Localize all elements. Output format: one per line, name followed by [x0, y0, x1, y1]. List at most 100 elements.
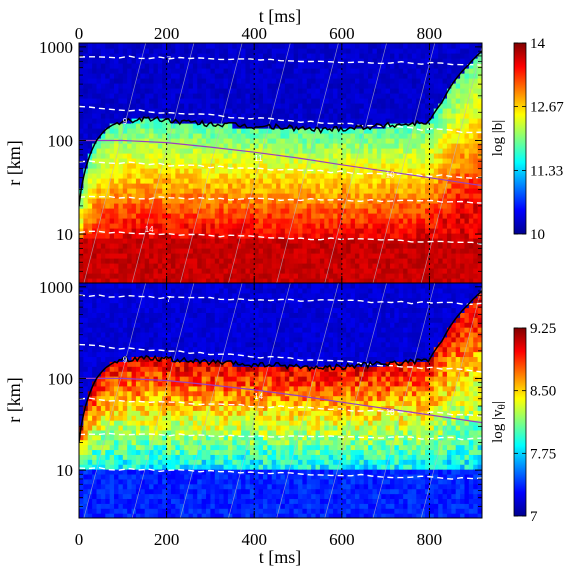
heat-cell: [227, 163, 233, 169]
heat-cell: [350, 223, 356, 229]
heat-cell: [293, 83, 299, 89]
heat-cell: [127, 253, 133, 259]
heat-cell: [109, 208, 115, 214]
heat-cell: [131, 153, 137, 159]
heat-cell: [131, 178, 137, 184]
heat-cell: [403, 243, 409, 249]
heat-cell: [100, 123, 106, 129]
heat-cell: [289, 63, 295, 69]
heat-cell: [109, 228, 115, 234]
heat-cell: [254, 123, 260, 129]
heat-cell: [468, 83, 474, 89]
heat-cell: [245, 273, 251, 279]
heat-cell: [131, 213, 137, 219]
heat-cell: [210, 268, 216, 274]
heat-cell: [438, 83, 444, 89]
heat-cell: [79, 336, 84, 343]
heat-cell: [79, 297, 84, 304]
heat-cell: [197, 268, 203, 274]
heat-cell: [166, 153, 172, 159]
heat-cell: [464, 253, 470, 259]
heat-cell: [118, 238, 124, 244]
heat-cell: [368, 218, 374, 224]
heat-cell: [429, 243, 435, 249]
heat-cell: [201, 278, 207, 283]
heat-cell: [179, 123, 185, 129]
heat-cell: [188, 168, 194, 174]
heat-cell: [346, 193, 352, 199]
heat-cell: [210, 218, 216, 224]
heat-cell: [359, 218, 365, 224]
heat-cell: [197, 258, 203, 264]
heat-cell: [83, 148, 89, 154]
heat-cell: [114, 302, 120, 309]
heat-cell: [442, 143, 448, 149]
heat-cell: [324, 123, 330, 129]
heat-cell: [96, 331, 102, 338]
heat-cell: [319, 108, 325, 114]
heat-cell: [144, 48, 150, 54]
heat-cell: [258, 183, 264, 189]
heat-cell: [122, 133, 128, 139]
heat-cell: [149, 213, 155, 219]
heat-cell: [289, 153, 295, 159]
heat-cell: [289, 173, 295, 179]
heat-cell: [346, 173, 352, 179]
heat-cell: [306, 208, 312, 214]
heat-cell: [455, 98, 461, 104]
heat-cell: [446, 138, 452, 144]
heat-cell: [451, 258, 457, 264]
heat-cell: [328, 163, 334, 169]
heat-cell: [245, 263, 251, 269]
heat-cell: [333, 193, 339, 199]
heat-cell: [162, 183, 168, 189]
heat-cell: [241, 63, 247, 69]
heat-cell: [350, 148, 356, 154]
heat-cell: [79, 178, 84, 184]
heat-cell: [442, 118, 448, 124]
heat-cell: [83, 385, 89, 392]
heat-cell: [460, 133, 466, 139]
heat-cell: [420, 233, 426, 239]
heat-cell: [83, 464, 89, 470]
heat-cell: [390, 243, 395, 249]
heat-cell: [333, 93, 339, 99]
heat-cell: [271, 213, 277, 219]
heat-cell: [298, 278, 303, 283]
heat-cell: [262, 263, 268, 269]
heat-cell: [416, 73, 422, 79]
heat-cell: [473, 88, 479, 94]
heat-cell: [127, 263, 133, 269]
heat-cell: [192, 153, 198, 159]
heat-cell: [407, 108, 413, 114]
heat-cell: [442, 173, 448, 179]
heat-cell: [258, 163, 264, 169]
heat-cell: [446, 88, 452, 94]
heat-cell: [376, 278, 382, 283]
heat-cell: [96, 356, 102, 362]
heat-cell: [105, 163, 111, 169]
heat-cell: [280, 113, 286, 119]
heat-cell: [390, 158, 395, 164]
heat-cell: [175, 273, 181, 279]
heat-cell: [416, 158, 422, 164]
heat-cell: [192, 53, 198, 59]
heat-cell: [438, 123, 444, 129]
heat-cell: [442, 163, 448, 169]
heat-cell: [175, 48, 181, 54]
heat-cell: [390, 103, 395, 109]
heat-cell: [135, 258, 141, 264]
heat-cell: [368, 223, 374, 229]
heat-cell: [96, 108, 102, 114]
heat-cell: [83, 83, 89, 89]
heat-cell: [460, 43, 466, 49]
heat-cell: [315, 258, 321, 264]
heat-cell: [210, 48, 216, 54]
heat-cell: [184, 93, 190, 99]
heat-cell: [333, 83, 339, 89]
heat-cell: [346, 148, 352, 154]
heat-cell: [333, 68, 339, 74]
heat-cell: [214, 273, 220, 279]
heat-cell: [105, 253, 111, 259]
heat-cell: [206, 218, 212, 224]
